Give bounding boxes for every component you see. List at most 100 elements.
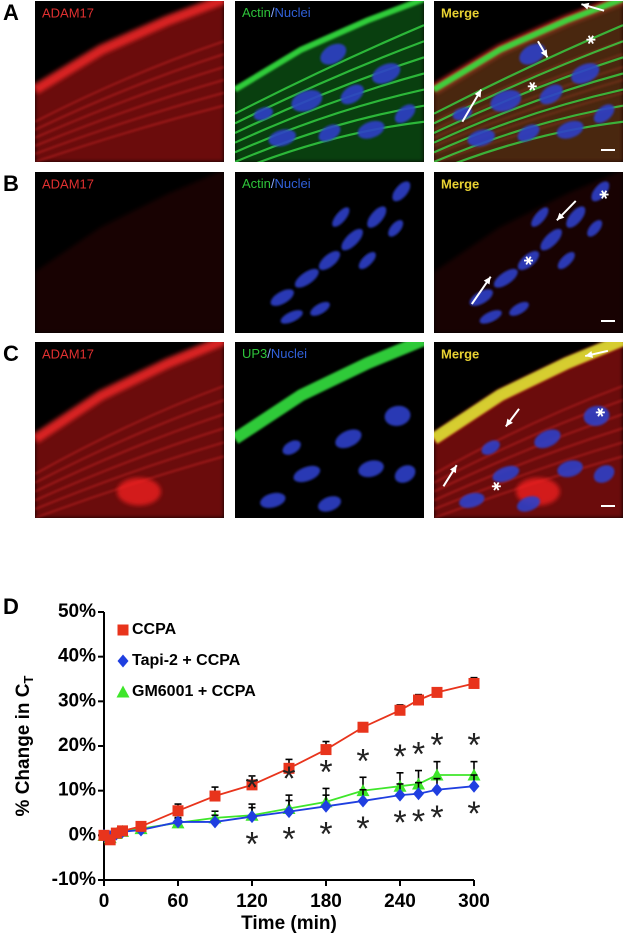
arrow-head	[585, 351, 594, 358]
red-stain	[35, 1, 224, 162]
channel-part: UP3	[242, 346, 267, 361]
red-fiber	[35, 441, 224, 511]
data-point	[104, 834, 116, 846]
red-edge	[35, 342, 224, 443]
data-point	[430, 768, 444, 781]
significance-mark: *	[319, 815, 332, 853]
micrograph	[35, 1, 224, 162]
actin-fiber	[235, 88, 424, 154]
nucleus	[540, 228, 562, 251]
data-point	[413, 694, 424, 706]
x-axis-label: Time (min)	[241, 913, 337, 934]
red-fiber	[35, 66, 224, 139]
data-point	[110, 827, 122, 839]
nucleus	[358, 252, 376, 270]
red-fiber	[35, 427, 224, 502]
x-tick-label: 180	[310, 891, 342, 912]
nucleus	[583, 405, 610, 427]
significance-mark: *	[282, 821, 295, 859]
green-edge	[434, 1, 623, 93]
micrograph	[235, 172, 424, 333]
nucleus	[392, 181, 411, 202]
y-tick-label: 50%	[58, 601, 96, 622]
nucleus	[492, 465, 520, 483]
legend-marker	[117, 624, 129, 636]
micrograph	[35, 342, 224, 518]
red-stain	[35, 342, 224, 518]
y-tick-label: 0%	[69, 824, 97, 845]
nucleus	[493, 268, 518, 288]
x-tick-label: 60	[167, 891, 188, 912]
channel-label: UP3/Nuclei	[242, 346, 307, 361]
nucleus	[452, 107, 472, 121]
red-blob	[116, 477, 161, 506]
red-edge	[35, 1, 224, 94]
significance-mark: *	[282, 760, 295, 798]
asterisk-stroke	[529, 81, 536, 91]
actin-fiber	[434, 56, 623, 135]
data-point	[98, 829, 110, 841]
actin-fiber	[235, 24, 424, 115]
legend-label: GM6001 + CCPA	[132, 683, 256, 700]
x-tick-label: 300	[458, 891, 490, 912]
significance-mark: *	[245, 826, 258, 864]
data-point	[172, 805, 184, 817]
nucleus	[384, 405, 411, 427]
channel-label: ADAM17	[42, 176, 94, 191]
nucleus	[571, 63, 600, 84]
data-point	[209, 815, 221, 829]
red-fiber	[434, 427, 623, 502]
channel-part: Nuclei	[275, 5, 311, 20]
red-fiber	[35, 78, 224, 147]
arrow-head	[474, 89, 482, 98]
nucleus	[531, 207, 549, 227]
micrograph	[35, 172, 224, 333]
nucleus	[593, 465, 615, 483]
channel-label: Merge	[441, 346, 479, 361]
nucleus	[357, 120, 385, 139]
nucleus	[332, 207, 350, 227]
nucleus	[459, 492, 485, 508]
channel-label: Merge	[441, 5, 479, 20]
nucleus	[335, 429, 362, 449]
micrograph	[235, 1, 424, 162]
channel-label: Merge	[441, 176, 479, 191]
nucleus	[517, 124, 540, 142]
micrograph	[235, 342, 424, 518]
y-tick-label: 20%	[58, 735, 96, 756]
red-fiber	[35, 399, 224, 484]
legend-label: Tapi-2 + CCPA	[132, 652, 241, 669]
red-fiber	[35, 40, 224, 123]
nucleus	[280, 310, 303, 324]
nucleus	[318, 251, 341, 271]
nucleus	[310, 301, 330, 316]
arrow-head	[581, 2, 590, 10]
x-tick-label: 240	[384, 891, 416, 912]
data-point	[468, 779, 480, 793]
channel-part: Actin	[242, 176, 271, 191]
channel-part: /	[271, 5, 275, 20]
significance-mark: *	[412, 736, 425, 774]
image-bg	[235, 342, 424, 518]
arrow-head	[505, 418, 513, 427]
arrow-head	[540, 49, 548, 58]
actin-fiber	[235, 72, 424, 144]
channel-part: Actin	[242, 5, 271, 20]
nucleus	[317, 496, 342, 512]
nucleus	[394, 104, 416, 124]
y-tick-label: -10%	[52, 869, 96, 890]
green-edge	[235, 342, 424, 444]
data-point	[394, 788, 406, 802]
red-fiber	[434, 385, 623, 475]
significance-mark: *	[412, 803, 425, 841]
nucleus	[467, 129, 495, 147]
nucleus	[293, 465, 321, 483]
significance-mark: *	[356, 742, 369, 780]
channel-part: Nuclei	[275, 176, 311, 191]
channel-part: /	[271, 176, 275, 191]
y-tick-label: 30%	[58, 690, 96, 711]
nucleus	[481, 440, 500, 455]
red-fiber	[434, 441, 623, 511]
nucleus	[516, 496, 541, 512]
nucleus	[557, 252, 575, 270]
